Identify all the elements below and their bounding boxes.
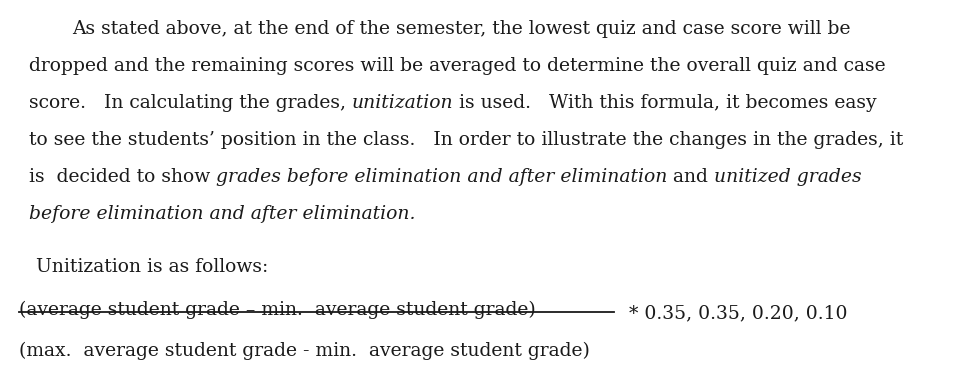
Text: (max.  average student grade - min.  average student grade): (max. average student grade - min. avera… — [19, 341, 590, 359]
Text: grades before elimination and after elimination: grades before elimination and after elim… — [216, 168, 667, 186]
Text: is  decided to show: is decided to show — [29, 168, 216, 186]
Text: (average student grade – min.  average student grade): (average student grade – min. average st… — [19, 301, 536, 319]
Text: score.   In calculating the grades,: score. In calculating the grades, — [29, 94, 351, 112]
Text: unitized grades: unitized grades — [714, 168, 862, 186]
Text: to see the students’ position in the class.   In order to illustrate the changes: to see the students’ position in the cla… — [29, 131, 903, 149]
Text: * 0.35, 0.35, 0.20, 0.10: * 0.35, 0.35, 0.20, 0.10 — [629, 304, 848, 323]
Text: dropped and the remaining scores will be averaged to determine the overall quiz : dropped and the remaining scores will be… — [29, 57, 885, 75]
Text: and: and — [667, 168, 714, 186]
Text: As stated above, at the end of the semester, the lowest quiz and case score will: As stated above, at the end of the semes… — [72, 20, 851, 38]
Text: Unitization is as follows:: Unitization is as follows: — [36, 258, 269, 276]
Text: before elimination and after elimination.: before elimination and after elimination… — [29, 205, 416, 223]
Text: is used.   With this formula, it becomes easy: is used. With this formula, it becomes e… — [453, 94, 877, 112]
Text: unitization: unitization — [351, 94, 453, 112]
